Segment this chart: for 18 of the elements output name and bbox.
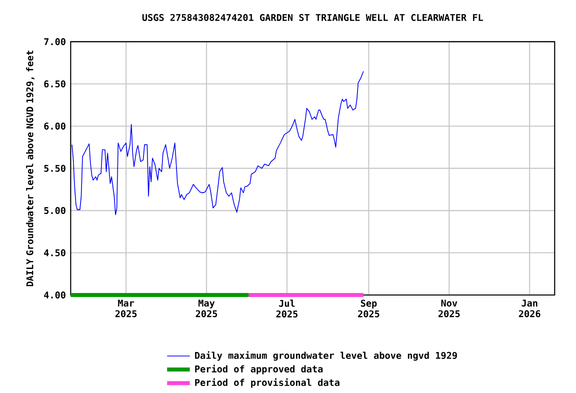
legend-label: Period of approved data [195,364,323,374]
x-tick-label: Jul 2025 [276,300,298,318]
y-tick-label: 6.00 [44,122,66,130]
legend-label: Period of provisional data [195,378,340,388]
y-tick-label: 4.00 [44,291,66,298]
x-tick-label: Jan 2026 [518,300,540,318]
y-tick-label: 7.00 [44,38,66,46]
chart-title: USGS 275843082474201 GARDEN ST TRIANGLE WELL AT CLEARWATER FL [142,14,484,21]
y-tick-label: 6.50 [44,80,66,88]
legend-label: Daily maximum groundwater level above ngvd 1929 [195,351,457,361]
x-tick-label: May 2025 [196,300,218,318]
y-tick-label: 5.00 [44,206,66,214]
x-tick-label: Nov 2025 [438,300,460,318]
x-tick-label: Mar 2025 [115,300,137,318]
y-tick-label: 4.50 [44,249,66,256]
y-axis-title: DAILY Groundwater level above NGVD 1929, feet [26,50,34,286]
x-tick-label: Sep 2025 [358,300,380,318]
y-tick-label: 5.50 [44,164,66,172]
